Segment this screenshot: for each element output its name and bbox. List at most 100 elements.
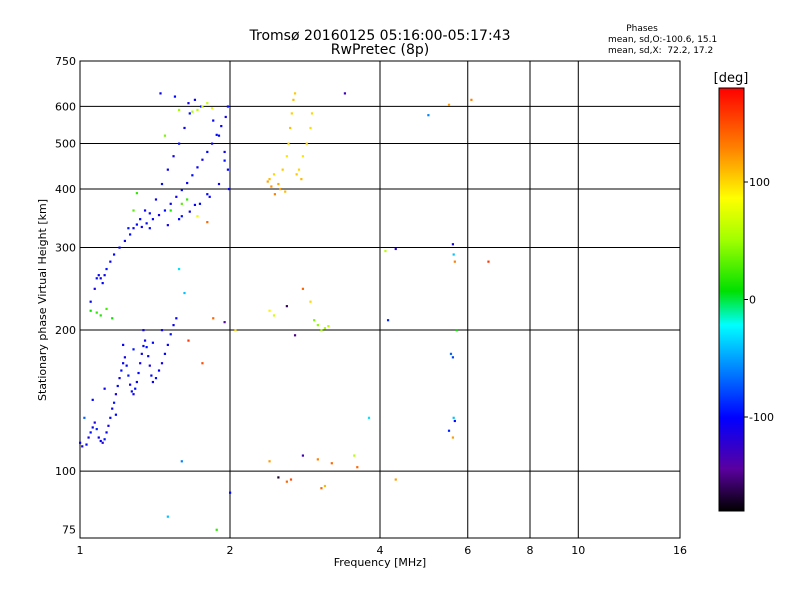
data-point	[148, 212, 151, 215]
data-point	[305, 142, 308, 145]
data-point	[327, 325, 330, 328]
data-point	[289, 478, 293, 481]
data-point	[120, 369, 123, 372]
data-point	[107, 424, 110, 427]
data-point	[301, 155, 305, 158]
data-point	[287, 142, 290, 145]
data-point	[386, 319, 390, 322]
data-point	[166, 224, 169, 227]
data-point	[452, 253, 455, 256]
data-point	[394, 478, 397, 481]
data-point	[101, 441, 104, 444]
data-point	[97, 274, 100, 277]
data-point	[122, 362, 125, 365]
stats-line-o: mean, sd,O:-100.6, 15.1	[608, 35, 717, 45]
data-point	[169, 202, 172, 205]
data-point	[101, 282, 104, 285]
data-point	[293, 334, 297, 337]
data-point	[180, 202, 183, 205]
data-point	[284, 190, 287, 193]
data-point	[234, 329, 237, 332]
data-point	[123, 239, 126, 243]
data-point	[139, 218, 142, 221]
data-point	[272, 314, 276, 317]
data-point	[105, 431, 108, 434]
data-point	[151, 341, 155, 344]
x-tick-label: 4	[377, 544, 384, 557]
data-point	[154, 198, 158, 201]
data-point	[212, 317, 215, 320]
data-point	[309, 126, 312, 130]
data-point	[187, 339, 190, 342]
data-point	[175, 195, 178, 198]
data-point	[217, 182, 221, 186]
data-point	[226, 168, 230, 171]
y-tick-label: 75	[62, 524, 76, 537]
colorbar-tick-label: 100	[749, 176, 770, 189]
data-point	[208, 195, 211, 198]
data-point	[123, 356, 126, 359]
data-point	[223, 321, 226, 324]
data-point	[105, 307, 108, 311]
data-point	[268, 460, 271, 463]
data-point	[201, 158, 204, 161]
data-point	[187, 102, 190, 105]
data-point	[160, 182, 164, 186]
data-point	[193, 203, 197, 207]
data-point	[142, 344, 145, 348]
data-point	[118, 377, 121, 380]
data-point	[180, 188, 183, 192]
data-point	[93, 287, 96, 290]
data-point	[191, 110, 194, 113]
data-point	[186, 198, 189, 201]
data-point	[330, 462, 333, 465]
colorbar-ticks: 100 0 -100	[744, 176, 774, 424]
data-point	[212, 119, 215, 122]
data-point	[159, 92, 162, 95]
data-point	[169, 333, 172, 336]
data-point	[313, 319, 316, 322]
data-point	[134, 387, 137, 390]
data-point	[137, 371, 140, 375]
data-point	[81, 445, 84, 448]
data-point	[103, 274, 106, 277]
data-point	[268, 309, 271, 312]
x-axis-label: Frequency [MHz]	[334, 556, 426, 569]
chart-title: Tromsø 20160125 05:16:00-05:17:43	[249, 28, 511, 44]
data-point	[143, 209, 147, 212]
data-point	[145, 346, 148, 349]
colorbar-tick-label: 0	[749, 294, 756, 307]
data-point	[116, 384, 119, 388]
data-point	[323, 484, 327, 488]
data-point	[99, 314, 102, 317]
data-point	[384, 249, 387, 253]
data-point	[427, 114, 430, 117]
data-point	[285, 155, 288, 158]
data-point	[356, 466, 359, 469]
data-point	[196, 108, 199, 112]
data-point	[343, 92, 347, 95]
data-point	[224, 115, 227, 119]
data-point	[118, 246, 121, 249]
data-point	[210, 142, 214, 145]
data-point	[200, 105, 203, 108]
data-point	[89, 431, 92, 434]
data-point	[290, 112, 293, 115]
data-point	[215, 528, 218, 531]
data-point	[293, 92, 297, 95]
data-point	[180, 215, 183, 218]
data-point	[95, 277, 98, 280]
data-point	[210, 107, 214, 110]
data-point	[180, 460, 183, 463]
data-point	[169, 209, 172, 212]
data-point	[295, 173, 298, 176]
data-point	[191, 174, 194, 177]
data-point	[220, 124, 223, 128]
data-point	[453, 260, 456, 263]
data-point	[85, 443, 88, 446]
data-point	[266, 180, 269, 183]
data-point	[394, 247, 397, 251]
data-point	[188, 210, 191, 213]
data-point	[451, 356, 455, 359]
y-tick-label: 100	[55, 465, 76, 478]
